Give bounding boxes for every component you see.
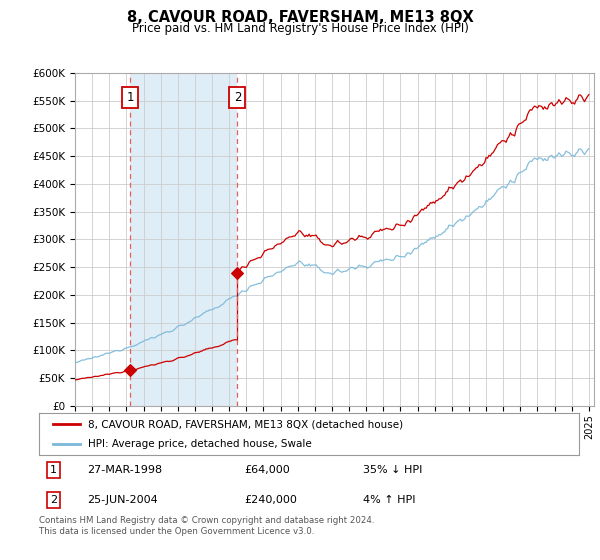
Text: Contains HM Land Registry data © Crown copyright and database right 2024.
This d: Contains HM Land Registry data © Crown c…	[39, 516, 374, 536]
Bar	[130, 73, 238, 406]
Text: £64,000: £64,000	[244, 465, 290, 475]
Text: 1: 1	[127, 91, 134, 104]
Text: 8, CAVOUR ROAD, FAVERSHAM, ME13 8QX: 8, CAVOUR ROAD, FAVERSHAM, ME13 8QX	[127, 10, 473, 25]
Text: 35% ↓ HPI: 35% ↓ HPI	[363, 465, 422, 475]
Text: 25-JUN-2004: 25-JUN-2004	[88, 496, 158, 505]
Text: 1: 1	[50, 465, 57, 475]
Text: 2: 2	[233, 91, 241, 104]
Text: 4% ↑ HPI: 4% ↑ HPI	[363, 496, 415, 505]
Text: £240,000: £240,000	[244, 496, 297, 505]
Point	[233, 268, 242, 277]
Text: 2: 2	[50, 496, 57, 505]
Text: 27-MAR-1998: 27-MAR-1998	[88, 465, 163, 475]
Text: 8, CAVOUR ROAD, FAVERSHAM, ME13 8QX (detached house): 8, CAVOUR ROAD, FAVERSHAM, ME13 8QX (det…	[88, 419, 403, 429]
Point	[125, 366, 135, 375]
Text: HPI: Average price, detached house, Swale: HPI: Average price, detached house, Swal…	[88, 439, 311, 449]
Text: Price paid vs. HM Land Registry's House Price Index (HPI): Price paid vs. HM Land Registry's House …	[131, 22, 469, 35]
